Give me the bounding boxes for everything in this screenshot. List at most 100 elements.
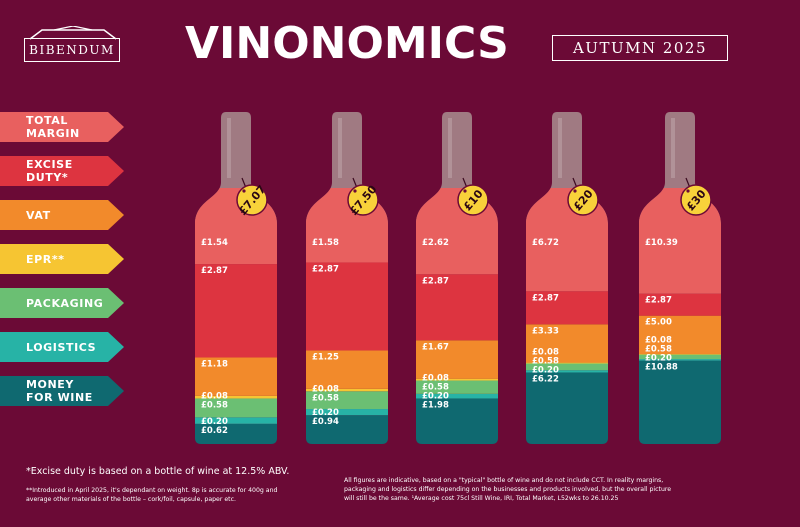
- data-label: £2.87: [201, 266, 228, 276]
- neck-highlight: [338, 118, 342, 178]
- neck-highlight: [227, 118, 231, 178]
- data-label: £0.58: [422, 382, 449, 392]
- data-label: £0.94: [312, 417, 339, 427]
- data-label: £0.08: [201, 391, 228, 401]
- data-label: £6.22: [532, 374, 559, 384]
- data-label: £3.33: [532, 326, 559, 336]
- data-label: £2.87: [532, 293, 559, 303]
- footnote-epr: **Introduced in April 2025, it's dependa…: [26, 487, 278, 503]
- bottle: £0.94£0.20£0.58£0.08£1.25£2.87£1.58£7.50: [306, 112, 388, 444]
- legend-arrow-logistics: [0, 332, 124, 362]
- bottle-fill: [526, 112, 608, 444]
- legend-label: EXCISE DUTY*: [26, 158, 73, 184]
- bar-segment-total-margin: [416, 188, 498, 275]
- season-badge: AUTUMN 2025: [552, 35, 728, 61]
- data-label: £1.58: [312, 238, 339, 248]
- bar-segment-vat: [526, 324, 608, 363]
- bar-segment-total-margin: [195, 188, 277, 265]
- legend-label: PACKAGING: [26, 296, 104, 310]
- bar-segment-excise-duty: [526, 291, 608, 325]
- bar-segment-packaging: [195, 398, 277, 418]
- bar-segment-vat: [416, 340, 498, 379]
- neck-highlight: [558, 118, 562, 178]
- legend-item-logistics: LOGISTICS: [0, 330, 126, 364]
- data-label: £0.58: [201, 400, 228, 410]
- logo-roof-icon: [29, 26, 117, 40]
- data-label: £0.20: [532, 365, 559, 375]
- data-label: £0.08: [532, 347, 559, 357]
- data-label: £2.87: [312, 264, 339, 274]
- bar-segment-epr: [195, 395, 277, 399]
- bibendum-logo: BIBENDUM: [24, 26, 122, 66]
- legend-arrow-total-margin: [0, 112, 124, 142]
- footnote-excise: *Excise duty is based on a bottle of win…: [26, 466, 290, 477]
- neck-highlight: [448, 118, 452, 178]
- bar-segment-excise-duty: [306, 262, 388, 351]
- legend-label: MONEY FOR WINE: [26, 378, 93, 404]
- bar-segment-packaging: [306, 391, 388, 410]
- bottle: £0.62£0.20£0.58£0.08£1.18£2.87£1.54£7.07: [195, 112, 277, 444]
- data-label: £0.58: [312, 393, 339, 403]
- bar-segment-packaging: [416, 380, 498, 394]
- bar-segment-logistics: [639, 359, 721, 361]
- bar-segment-total-margin: [306, 188, 388, 263]
- data-label: £1.18: [201, 359, 228, 369]
- bar-segment-logistics: [416, 393, 498, 399]
- legend-item-packaging: PACKAGING: [0, 286, 126, 320]
- legend-item-vat: VAT: [0, 198, 126, 232]
- legend-arrow-epr: [0, 244, 124, 274]
- footnote-disclaimer: All figures are indicative, based on a "…: [344, 477, 672, 502]
- data-label: £0.20: [312, 408, 339, 418]
- data-label: £0.08: [422, 373, 449, 383]
- legend-arrow-excise-duty: [0, 156, 124, 186]
- data-label: £5.00: [645, 318, 672, 328]
- bar-segment-epr: [639, 353, 721, 355]
- legend-arrow-vat: [0, 200, 124, 230]
- tag-hole: [686, 189, 690, 193]
- data-label: £2.87: [422, 276, 449, 286]
- data-label: £0.20: [645, 354, 672, 364]
- bar-segment-excise-duty: [416, 274, 498, 341]
- data-label: £0.08: [312, 384, 339, 394]
- bar-segment-logistics: [306, 409, 388, 416]
- tag-hole: [353, 189, 357, 193]
- bar-segment-epr: [416, 378, 498, 381]
- data-label: £1.67: [422, 342, 449, 352]
- bar-segment-packaging: [526, 363, 608, 371]
- data-label: £0.58: [532, 356, 559, 366]
- legend-item-epr: EPR**: [0, 242, 126, 276]
- bar-segment-logistics: [526, 370, 608, 373]
- bar-segment-money-for-wine: [195, 423, 277, 444]
- data-label: £0.58: [645, 345, 672, 355]
- bar-segment-logistics: [195, 417, 277, 424]
- data-label: £2.62: [422, 238, 449, 248]
- bar-segment-money-for-wine: [639, 360, 721, 444]
- legend-arrow-money-for-wine: [0, 376, 124, 406]
- bar-segment-epr: [526, 362, 608, 364]
- bottle-fill: [639, 112, 721, 444]
- bar-segment-vat: [195, 357, 277, 396]
- bottle: £10.88£0.20£0.58£0.08£5.00£2.87£10.39£30: [639, 112, 721, 444]
- bar-segment-vat: [306, 350, 388, 389]
- bar-segment-excise-duty: [639, 293, 721, 316]
- tag-hole: [242, 189, 246, 193]
- bar-segment-epr: [306, 388, 388, 392]
- bar-segment-money-for-wine: [526, 372, 608, 444]
- legend-item-money-for-wine: MONEY FOR WINE: [0, 374, 126, 408]
- tag-hole: [573, 189, 577, 193]
- data-label: £6.72: [532, 238, 559, 248]
- bar-segment-vat: [639, 315, 721, 354]
- neck-highlight: [671, 118, 675, 178]
- logo-text: BIBENDUM: [24, 38, 120, 62]
- bottle: £6.22£0.20£0.58£0.08£3.33£2.87£6.72£20: [526, 112, 608, 444]
- legend-label: TOTAL MARGIN: [26, 114, 80, 140]
- data-label: £1.54: [201, 238, 228, 248]
- data-label: £0.20: [422, 391, 449, 401]
- tag-hole: [463, 189, 467, 193]
- data-label: £1.98: [422, 400, 449, 410]
- data-label: £2.87: [645, 296, 672, 306]
- bar-segment-money-for-wine: [306, 415, 388, 444]
- bottle: £1.98£0.20£0.58£0.08£1.67£2.87£2.62£10: [416, 112, 498, 444]
- legend-label: LOGISTICS: [26, 340, 97, 354]
